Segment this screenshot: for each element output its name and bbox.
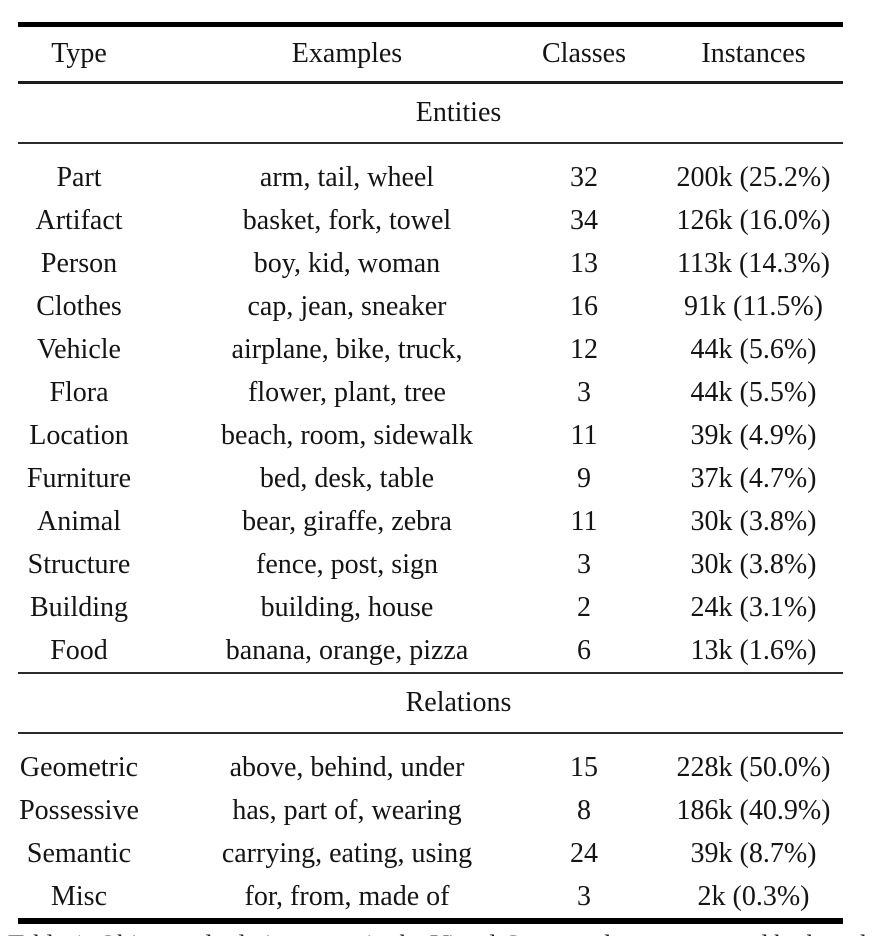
table-row: Building building, house 2 24k (3.1%)	[18, 586, 843, 629]
classes-cell: 3	[577, 376, 591, 408]
table-row: Person boy, kid, woman 13 113k (14.3%)	[18, 242, 843, 285]
type-cell: Clothes	[36, 290, 122, 322]
type-cell: Building	[29, 591, 128, 623]
instances-cell: 126k (16.0%)	[676, 204, 831, 236]
relations-rows: Geometric above, behind, under 15 228k (…	[18, 734, 843, 918]
instances-cell: 30k (3.8%)	[690, 505, 817, 537]
type-cell: Person	[40, 247, 118, 279]
classes-cell: 9	[577, 462, 591, 494]
column-header-examples: Examples	[291, 38, 403, 69]
type-cell: Food	[50, 634, 108, 666]
instances-cell: 13k (1.6%)	[690, 634, 817, 666]
relations-top-rule	[18, 732, 843, 734]
instances-cell: 113k (14.3%)	[677, 247, 830, 279]
examples-cell: fence, post, sign	[256, 548, 438, 580]
examples-cell: airplane, bike, truck,	[231, 333, 463, 365]
table-row: Part arm, tail, wheel 32 200k (25.2%)	[18, 156, 843, 199]
classes-cell: 3	[577, 548, 591, 580]
table-top-rule	[18, 22, 843, 27]
table-row: Artifact basket, fork, towel 34 126k (16…	[18, 199, 843, 242]
table-row: Semantic carrying, eating, using 24 39k …	[18, 832, 843, 875]
examples-cell: flower, plant, tree	[248, 376, 446, 408]
classes-cell: 11	[570, 419, 598, 451]
entities-rows: Part arm, tail, wheel 32 200k (25.2%) Ar…	[18, 144, 843, 672]
table-row: Clothes cap, jean, sneaker 16 91k (11.5%…	[18, 285, 843, 328]
object-relation-table: Type Examples Classes Instances Entities…	[18, 22, 843, 924]
examples-cell: carrying, eating, using	[221, 837, 473, 869]
classes-cell: 12	[570, 333, 598, 365]
instances-cell: 44k (5.5%)	[690, 376, 817, 408]
examples-cell: above, behind, under	[229, 751, 465, 783]
instances-cell: 44k (5.6%)	[690, 333, 817, 365]
table-row: Location beach, room, sidewalk 11 39k (4…	[18, 414, 843, 457]
examples-cell: banana, orange, pizza	[225, 634, 469, 666]
examples-cell: bear, giraffe, zebra	[242, 505, 452, 537]
type-cell: Furniture	[26, 462, 132, 494]
type-cell: Flora	[49, 376, 109, 408]
classes-cell: 15	[570, 751, 598, 783]
instances-cell: 37k (4.7%)	[690, 462, 817, 494]
section-title-entities: Entities	[415, 97, 502, 128]
type-cell: Geometric	[19, 751, 139, 783]
table-row: Misc for, from, made of 3 2k (0.3%)	[18, 875, 843, 918]
instances-cell: 39k (4.9%)	[690, 419, 817, 451]
examples-cell: boy, kid, woman	[253, 247, 441, 279]
column-header-classes: Classes	[542, 38, 626, 69]
examples-cell: bed, desk, table	[259, 462, 435, 494]
column-header-instances: Instances	[701, 38, 806, 69]
instances-cell: 228k (50.0%)	[676, 751, 831, 783]
table-row: Food banana, orange, pizza 6 13k (1.6%)	[18, 629, 843, 672]
table-row: Vehicle airplane, bike, truck, 12 44k (5…	[18, 328, 843, 371]
type-cell: Possessive	[19, 794, 139, 826]
classes-cell: 24	[570, 837, 598, 869]
header-divider-rule	[18, 81, 843, 84]
examples-cell: arm, tail, wheel	[259, 161, 435, 193]
classes-cell: 16	[570, 290, 598, 322]
classes-cell: 11	[570, 505, 598, 537]
classes-cell: 6	[577, 634, 591, 666]
table-row: Animal bear, giraffe, zebra 11 30k (3.8%…	[18, 500, 843, 543]
instances-cell: 91k (11.5%)	[684, 290, 823, 322]
examples-cell: cap, jean, sneaker	[247, 290, 447, 322]
table-header-row: Type Examples Classes Instances	[18, 27, 843, 81]
type-cell: Animal	[37, 505, 121, 537]
type-cell: Location	[29, 419, 129, 451]
table-row: Structure fence, post, sign 3 30k (3.8%)	[18, 543, 843, 586]
section-title-relations: Relations	[405, 687, 512, 718]
table-row: Furniture bed, desk, table 9 37k (4.7%)	[18, 457, 843, 500]
examples-cell: beach, room, sidewalk	[221, 419, 473, 451]
type-cell: Artifact	[35, 204, 123, 236]
classes-cell: 32	[570, 161, 598, 193]
examples-cell: has, part of, wearing	[232, 794, 462, 826]
classes-cell: 8	[577, 794, 591, 826]
instances-cell: 200k (25.2%)	[676, 161, 831, 193]
table-caption: Table 1: Object and relation types in th…	[8, 930, 886, 936]
instances-cell: 2k (0.3%)	[697, 880, 810, 912]
instances-cell: 24k (3.1%)	[690, 591, 817, 623]
classes-cell: 3	[577, 880, 591, 912]
type-cell: Vehicle	[37, 333, 121, 365]
table-row: Possessive has, part of, wearing 8 186k …	[18, 789, 843, 832]
instances-cell: 186k (40.9%)	[676, 794, 831, 826]
table-row: Flora flower, plant, tree 3 44k (5.5%)	[18, 371, 843, 414]
instances-cell: 30k (3.8%)	[690, 548, 817, 580]
entities-bottom-rule	[18, 672, 843, 674]
classes-cell: 2	[577, 591, 591, 623]
instances-cell: 39k (8.7%)	[690, 837, 817, 869]
classes-cell: 13	[570, 247, 598, 279]
type-cell: Semantic	[26, 837, 132, 869]
type-cell: Part	[56, 161, 102, 193]
examples-cell: for, from, made of	[244, 880, 450, 912]
type-cell: Misc	[51, 880, 107, 912]
examples-cell: building, house	[260, 591, 434, 623]
examples-cell: basket, fork, towel	[242, 204, 452, 236]
table-bottom-rule	[18, 918, 843, 924]
column-header-type: Type	[51, 38, 107, 69]
classes-cell: 34	[570, 204, 598, 236]
entities-top-rule	[18, 142, 843, 144]
table-row: Geometric above, behind, under 15 228k (…	[18, 746, 843, 789]
type-cell: Structure	[27, 548, 131, 580]
